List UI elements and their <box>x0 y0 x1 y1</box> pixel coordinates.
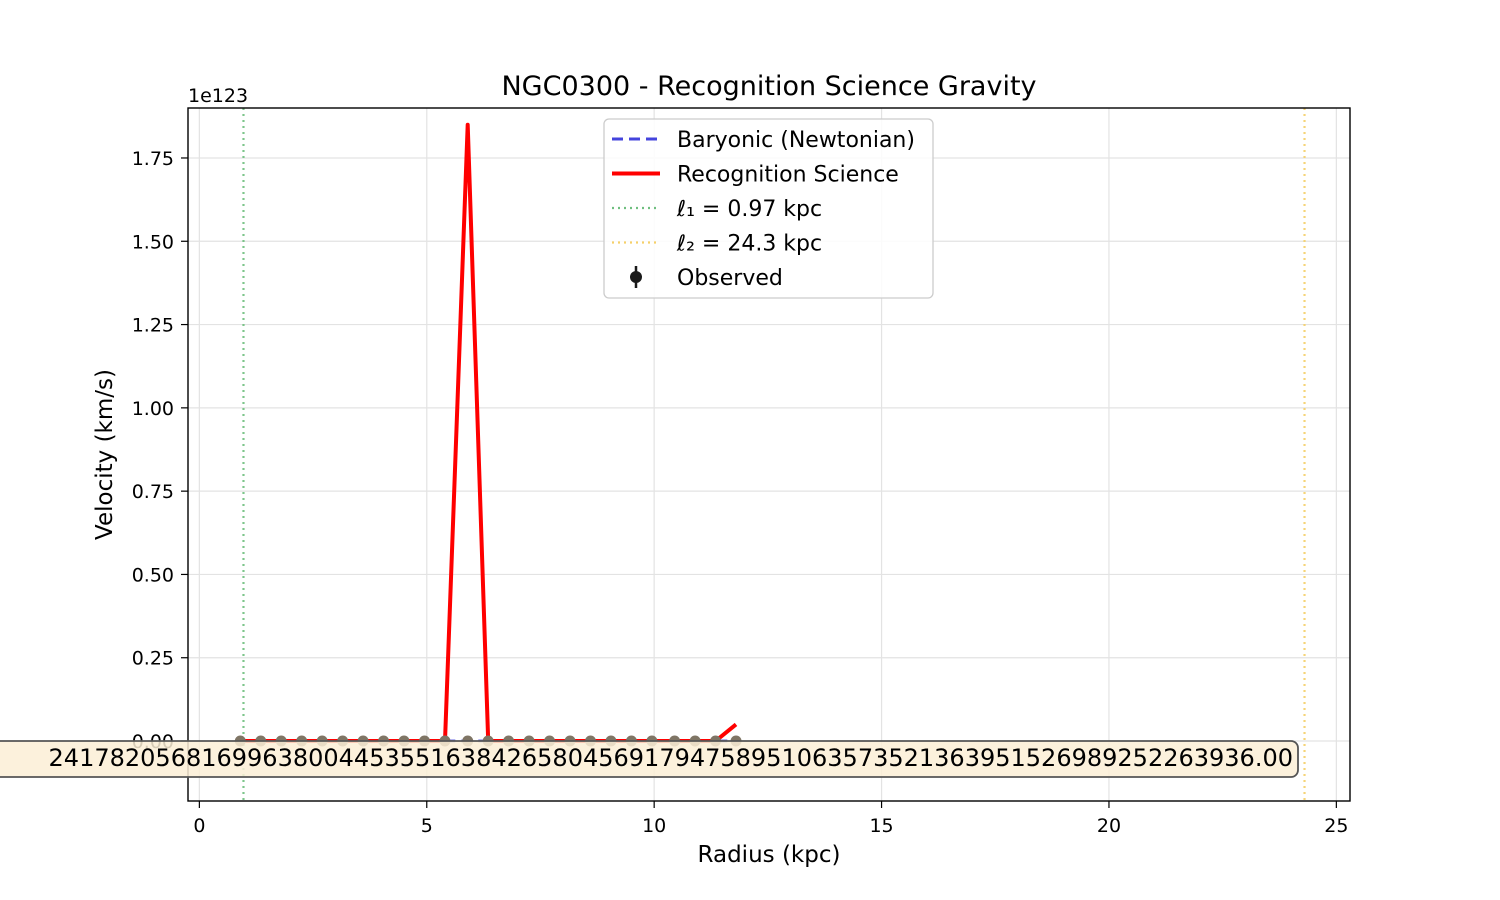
y-tick-label: 1.25 <box>132 315 174 337</box>
annotation: 2417820568169963800445355163842658045691… <box>0 740 1299 778</box>
x-tick-label: 10 <box>642 815 666 837</box>
chart-title: NGC0300 - Recognition Science Gravity <box>501 71 1036 102</box>
x-tick-label: 5 <box>421 815 433 837</box>
legend-label: ℓ₁ = 0.97 kpc <box>676 197 822 222</box>
y-tick-label: 1.00 <box>132 398 174 420</box>
legend-box <box>603 118 934 299</box>
y-axis-offset-label: 1e123 <box>188 85 248 107</box>
annotation-text: 2417820568169963800445355163842658045691… <box>49 744 1293 772</box>
legend-label: Recognition Science <box>677 163 899 188</box>
x-tick-label: 0 <box>193 815 205 837</box>
x-tick-label: 15 <box>869 815 893 837</box>
y-tick-label: 1.50 <box>132 231 174 253</box>
y-tick-label: 0.50 <box>132 564 174 586</box>
x-tick-label: 20 <box>1097 815 1121 837</box>
legend-label: Baryonic (Newtonian) <box>677 128 915 153</box>
x-tick-label: 25 <box>1324 815 1348 837</box>
reference-lines <box>242 108 1306 801</box>
legend-label: Observed <box>677 266 783 291</box>
y-tick-label: 1.75 <box>132 148 174 170</box>
y-tick-label: 0.25 <box>132 648 174 670</box>
axes-frame <box>187 107 1351 802</box>
ticks: 05101520250.000.250.500.751.001.251.501.… <box>132 148 1349 837</box>
legend-handle <box>630 271 642 283</box>
y-axis-label: Velocity (km/s) <box>92 369 118 540</box>
legend-label: ℓ₂ = 24.3 kpc <box>676 232 822 257</box>
y-tick-label: 0.75 <box>132 481 174 503</box>
annotation-box <box>0 740 1299 778</box>
legend: Baryonic (Newtonian) Recognition Science ℓ… <box>603 118 934 299</box>
x-axis-label: Radius (kpc) <box>698 842 841 868</box>
